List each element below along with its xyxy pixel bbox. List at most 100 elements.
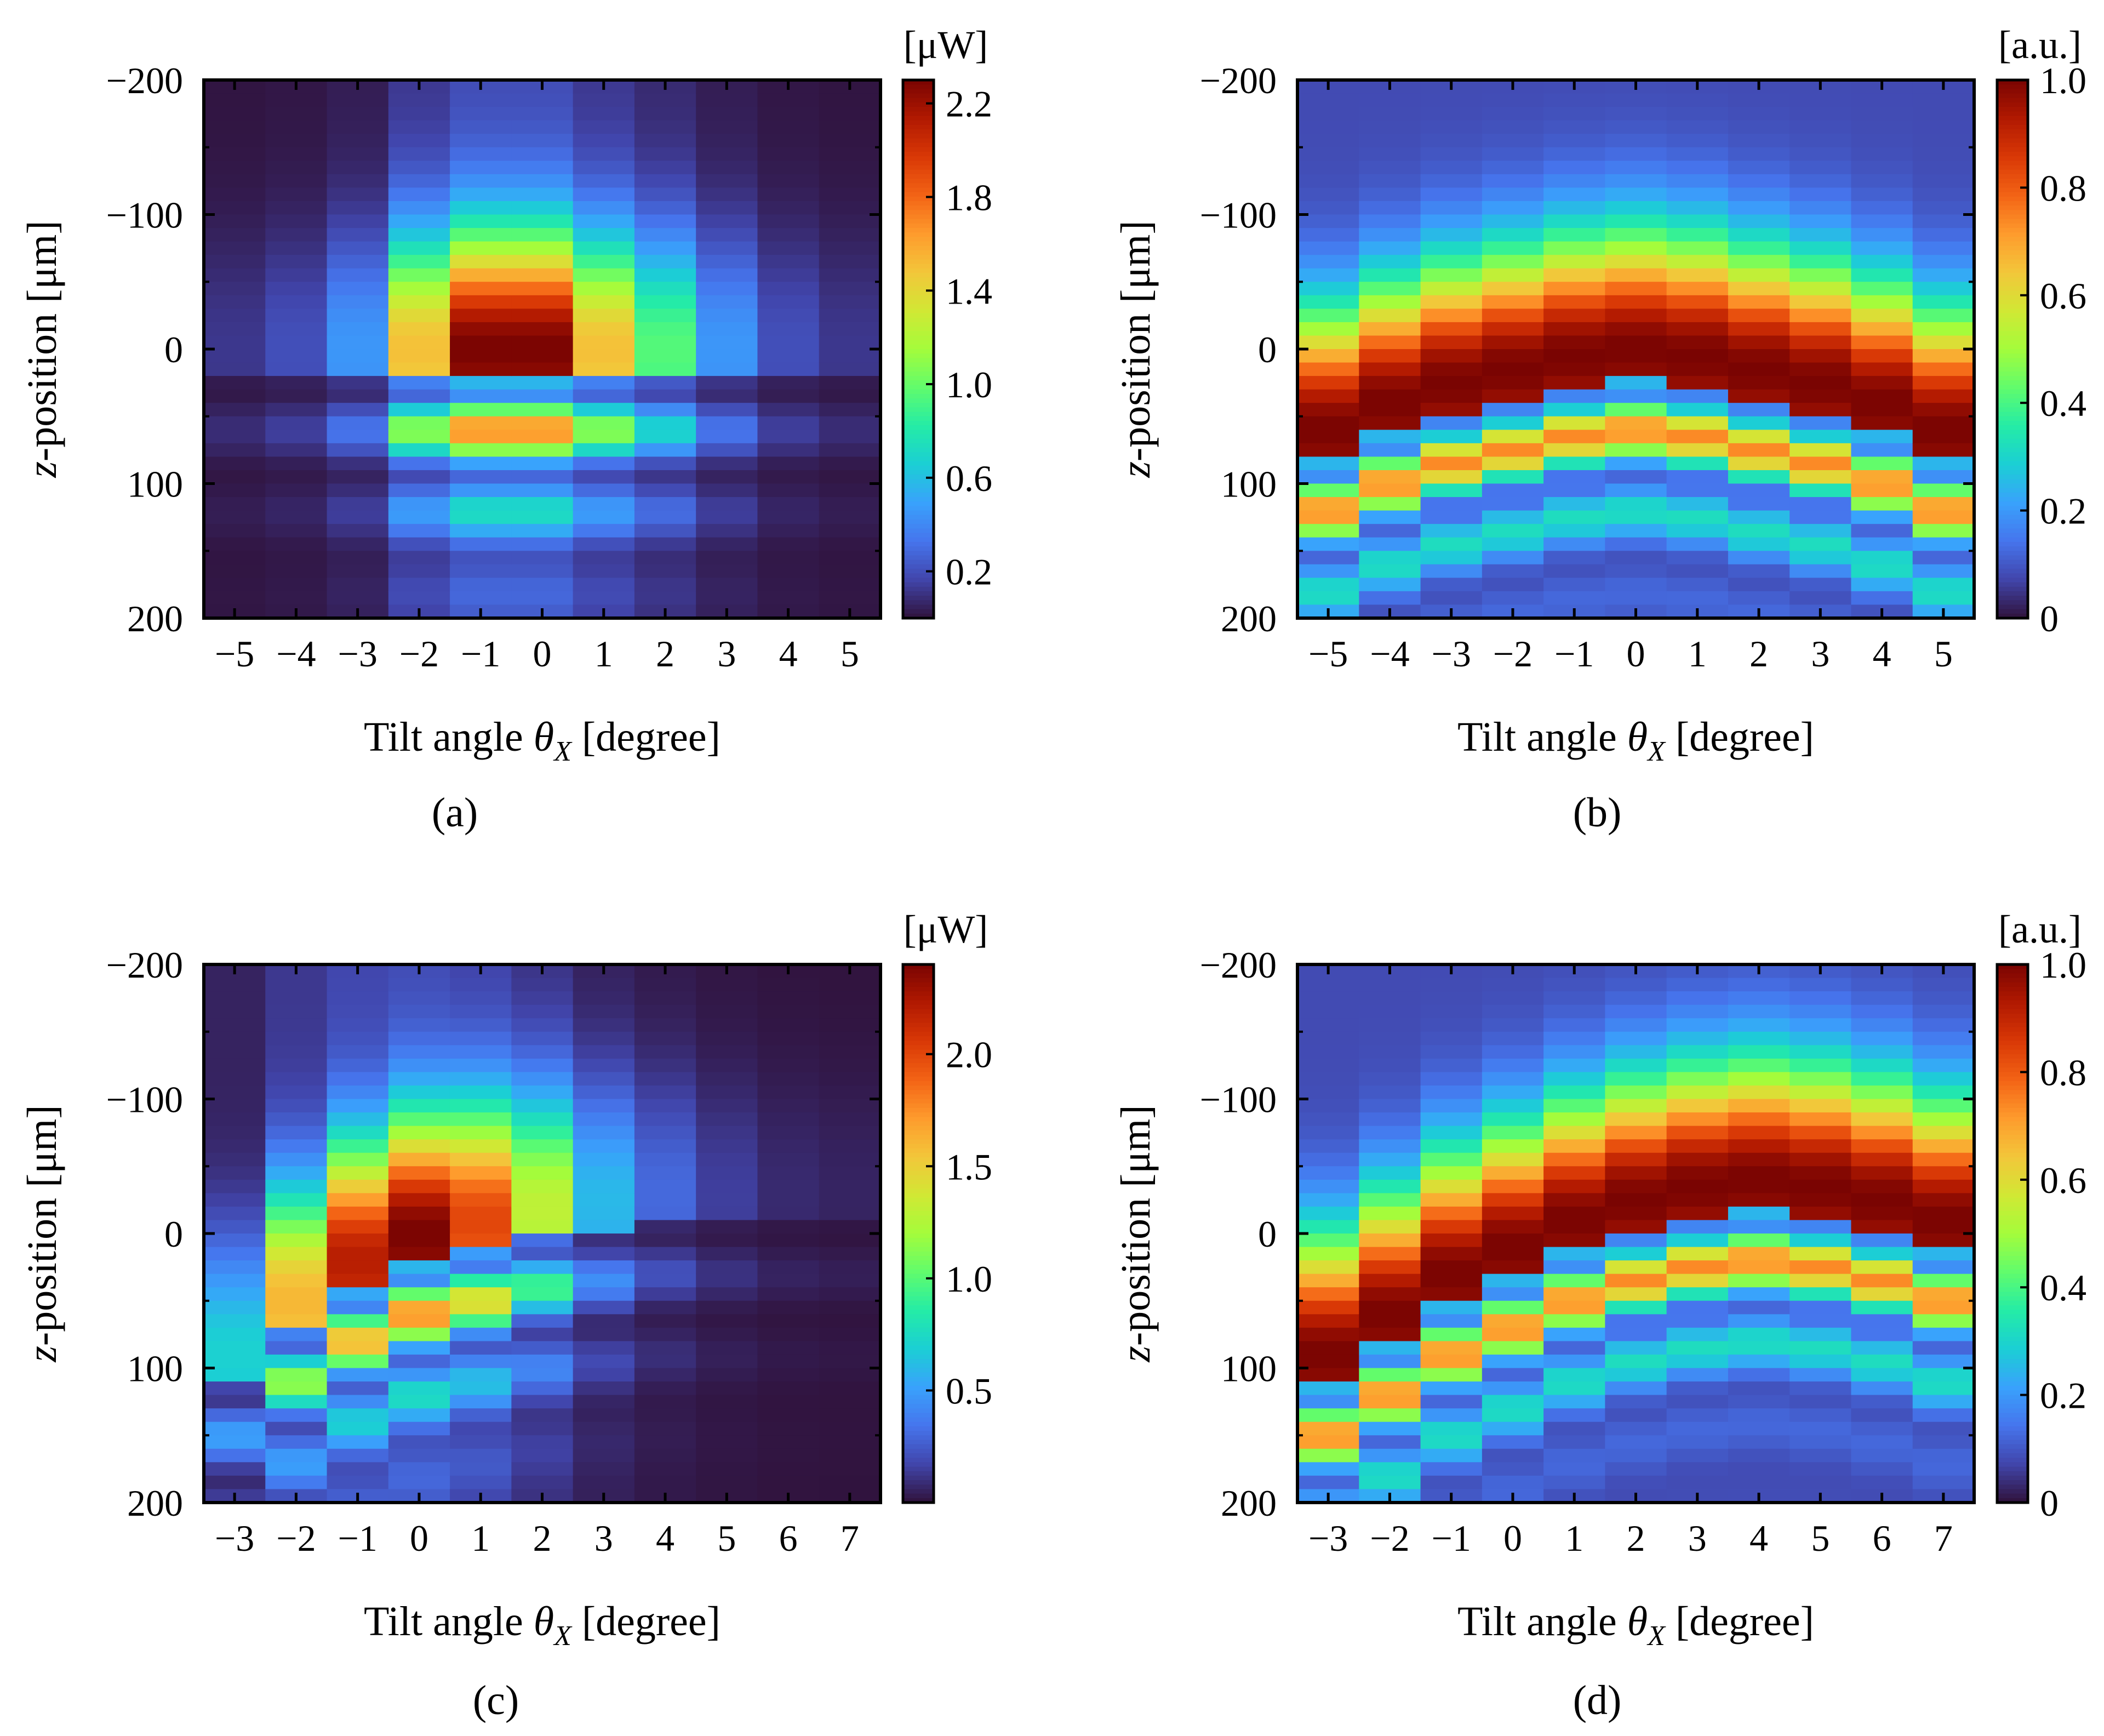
colorbar-segment [903, 596, 934, 601]
heatmap-cell [1728, 430, 1790, 444]
heatmap-cell [819, 416, 881, 431]
heatmap-cell [1297, 1368, 1360, 1382]
heatmap-cell [819, 268, 881, 283]
heatmap-cell [1912, 1166, 1975, 1180]
heatmap-cell [388, 524, 450, 538]
colorbar-segment [1997, 1152, 2028, 1158]
heatmap-cell [634, 430, 696, 444]
heatmap-cell [204, 134, 266, 148]
heatmap-cell [634, 416, 696, 431]
heatmap-cell [819, 322, 881, 336]
colorbar-segment [903, 1337, 934, 1342]
heatmap-cell [1420, 335, 1483, 350]
y-tick-label: 0 [1258, 1213, 1277, 1255]
y-tick-label: −100 [1200, 1079, 1277, 1121]
heatmap-cell [1543, 1004, 1606, 1019]
heatmap-cell [204, 443, 266, 458]
x-tick-label: 2 [533, 1517, 552, 1559]
heatmap-cell [1543, 1031, 1606, 1046]
heatmap-cell [1297, 1072, 1360, 1086]
heatmap-cell [511, 1274, 574, 1288]
heatmap-cell [388, 362, 450, 376]
colorbar-segment [1997, 134, 2028, 139]
heatmap-cell [327, 93, 389, 107]
heatmap-cell [1297, 403, 1360, 417]
colorbar-segment [903, 317, 934, 323]
heatmap-cell [819, 1247, 881, 1261]
heatmap-cell [573, 1395, 635, 1409]
heatmap-cell [327, 1421, 389, 1436]
heatmap-cell [1605, 443, 1667, 458]
heatmap-cell [1851, 228, 1913, 242]
heatmap-cell [450, 1260, 512, 1275]
heatmap-cell [327, 1220, 389, 1234]
x-tick-label: −1 [1432, 1517, 1471, 1559]
heatmap-cell [1482, 1139, 1544, 1153]
heatmap-cell [327, 978, 389, 992]
heatmap-cell [511, 241, 574, 255]
heatmap-cell [450, 1314, 512, 1328]
heatmap-cell [634, 1314, 696, 1328]
heatmap-cell [511, 1139, 574, 1153]
heatmap-cell [1912, 187, 1975, 202]
colorbar-segment [903, 591, 934, 596]
heatmap-cell [1297, 1031, 1360, 1046]
heatmap-cell [696, 335, 758, 350]
heatmap-cell [511, 107, 574, 121]
heatmap-cell [1297, 187, 1360, 202]
heatmap-cell [757, 978, 820, 992]
heatmap-cell [1420, 322, 1483, 336]
heatmap-cell [450, 1381, 512, 1396]
heatmap-cell [265, 483, 328, 498]
heatmap-cell [1789, 120, 1852, 134]
heatmap-cells-b [1297, 80, 1975, 619]
heatmap-cell [511, 1327, 574, 1342]
heatmap-cell [1543, 120, 1606, 134]
colorbar-segment [903, 1278, 934, 1283]
heatmap-cell [1912, 483, 1975, 498]
colorbar-segment [903, 232, 934, 238]
colorbar-segment [903, 528, 934, 534]
heatmap-cell [1297, 537, 1360, 552]
heatmap-cell [634, 1058, 696, 1073]
heatmap-cell [819, 1220, 881, 1234]
heatmap-cell [696, 255, 758, 269]
heatmap-cell [1789, 1112, 1852, 1127]
heatmap-cell [1420, 456, 1483, 471]
heatmap-cell [265, 1072, 328, 1086]
heatmap-cell [634, 1395, 696, 1409]
heatmap-cell [1728, 578, 1790, 592]
heatmap-cell [1543, 564, 1606, 579]
heatmap-cell [265, 134, 328, 148]
heatmap-cell [388, 335, 450, 350]
heatmap-cell [1728, 991, 1790, 1006]
heatmap-cell [573, 1247, 635, 1261]
x-tick-label: 1 [1688, 633, 1707, 675]
colorbar-segment [1997, 1493, 2028, 1499]
heatmap-cell [1789, 578, 1852, 592]
heatmap-cell [757, 1166, 820, 1180]
colorbar-segment [903, 219, 934, 224]
heatmap-cell [1912, 282, 1975, 296]
heatmap-cell [1851, 1166, 1913, 1180]
heatmap-cell [1789, 147, 1852, 162]
heatmap-cell [819, 403, 881, 417]
heatmap-cell [757, 187, 820, 202]
heatmap-cell [1728, 1126, 1790, 1140]
colorbar-segment [1997, 165, 2028, 170]
heatmap-cell [265, 1085, 328, 1100]
heatmap-cell [511, 991, 574, 1006]
heatmap-cell [1420, 107, 1483, 121]
heatmap-cell [573, 1435, 635, 1449]
heatmap-cell [1297, 255, 1360, 269]
colorbar-segment [903, 1247, 934, 1252]
heatmap-cell [696, 322, 758, 336]
colorbar-segment [1997, 591, 2028, 596]
heatmap-cell [1666, 1368, 1729, 1382]
heatmap-cell [1851, 537, 1913, 552]
heatmap-cell [696, 1234, 758, 1248]
heatmap-cell [819, 107, 881, 121]
heatmap-cell [1543, 1247, 1606, 1261]
heatmap-cell [1789, 295, 1852, 310]
heatmap-cell [1543, 241, 1606, 255]
